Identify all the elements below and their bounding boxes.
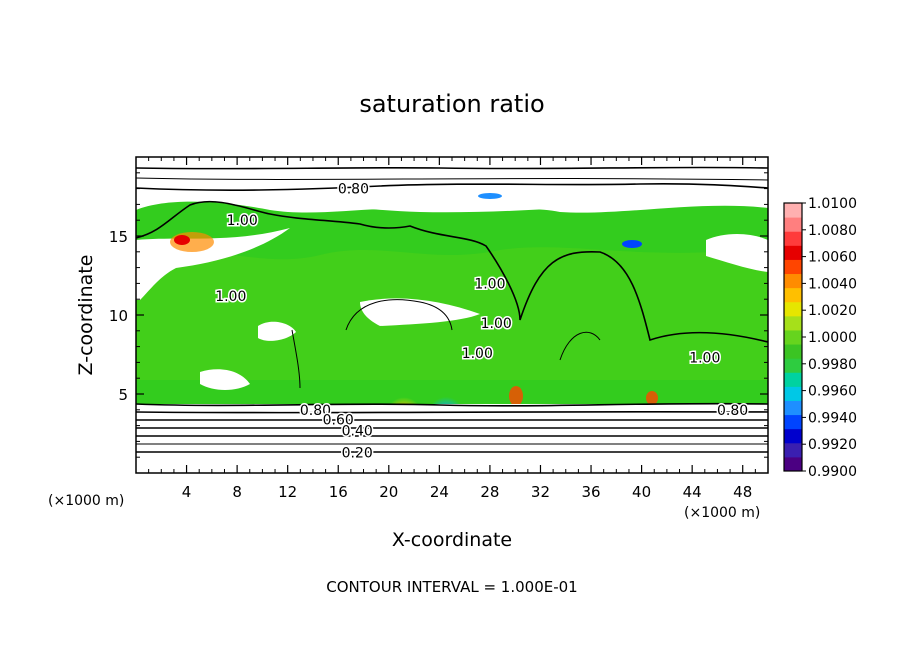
colorbar-tick-label: 1.0080 — [808, 223, 857, 239]
colorbar-swatch — [784, 217, 802, 232]
x-tick-label: 20 — [379, 483, 398, 501]
y-unit-label: (×1000 m) — [48, 493, 124, 509]
colorbar-swatch — [784, 428, 802, 444]
colorbar-tick-label: 1.0020 — [808, 303, 857, 319]
colorbar-swatch — [784, 372, 802, 387]
chart-title: saturation ratio — [359, 90, 544, 118]
colorbar-swatch — [784, 329, 802, 345]
contour-label: 0.20 — [342, 445, 373, 461]
heatmap-field: 0.801.001.001.001.00 1.001.000.800.600.40… — [136, 157, 768, 473]
colorbar-tick-label: 0.9960 — [808, 384, 857, 400]
contour-label: 1.00 — [227, 213, 258, 229]
x-tick-label: 16 — [329, 483, 348, 501]
colorbar-swatch — [784, 386, 802, 401]
y-tick-label: 10 — [109, 307, 128, 325]
contour-label: 1.00 — [474, 276, 505, 292]
x-tick-label: 40 — [632, 483, 651, 501]
x-tick-label: 32 — [531, 483, 550, 501]
colorbar-tick-label: 0.9920 — [808, 437, 857, 453]
y-tick-label: 5 — [118, 386, 128, 404]
contour-label: 1.00 — [689, 351, 720, 367]
x-tick-label: 44 — [683, 483, 702, 501]
colorbar-tick-label: 1.0100 — [808, 196, 857, 212]
contour-label: 1.00 — [462, 346, 493, 362]
colorbar-swatch — [784, 358, 802, 373]
colorbar-tick-label: 1.0000 — [808, 330, 857, 346]
colorbar-swatch — [784, 287, 802, 303]
x-tick-label: 48 — [733, 483, 752, 501]
contour-labels: 0.801.001.001.001.00 1.001.000.800.600.40… — [214, 180, 750, 463]
y-tick-label: 15 — [109, 228, 128, 246]
contour-interval-label: CONTOUR INTERVAL = 1.000E-01 — [326, 578, 577, 596]
contour-label: 0.80 — [717, 403, 748, 419]
x-axis-title: X-coordinate — [392, 529, 512, 551]
colorbar-swatch — [784, 344, 802, 359]
colorbar-swatch — [784, 315, 802, 331]
colorbar-swatch — [784, 400, 802, 416]
contour-label: 0.80 — [300, 403, 331, 419]
colorbar-tick-label: 0.9980 — [808, 357, 857, 373]
x-tick-label: 24 — [430, 483, 449, 501]
contour-label: 1.00 — [215, 289, 246, 305]
colorbar-swatch — [784, 442, 802, 458]
contour-label: 0.40 — [342, 423, 373, 439]
colorbar-tick-label: 1.0040 — [808, 276, 857, 292]
x-tick-label: 12 — [278, 483, 297, 501]
colorbar-swatch — [784, 259, 802, 275]
colorbar-swatch — [784, 414, 802, 430]
colorbar-swatch — [784, 245, 802, 260]
colorbar-swatch — [784, 231, 802, 246]
colorbar-swatch — [784, 301, 802, 317]
colorbar-tick-label: 1.0060 — [808, 250, 857, 266]
x-tick-label: 28 — [480, 483, 499, 501]
colorbar-tick-label: 0.9940 — [808, 410, 857, 426]
colorbar-swatch — [784, 273, 802, 289]
x-tick-label: 4 — [182, 483, 192, 501]
y-axis: 5 10 15 — [109, 172, 768, 458]
colorbar-swatch — [784, 456, 802, 472]
colorbar-tick-label: 0.9900 — [808, 464, 857, 480]
contour-label: 0.80 — [338, 182, 369, 198]
x-tick-label: 8 — [232, 483, 242, 501]
contour-label: 1.00 — [481, 316, 512, 332]
x-axis: 4 8 12 16 20 24 28 32 36 40 44 48 — [148, 157, 756, 501]
contour-label: 0.60 — [323, 412, 354, 428]
x-tick-label: 36 — [581, 483, 600, 501]
x-unit-label: (×1000 m) — [684, 505, 760, 521]
colorbar-swatch — [784, 203, 802, 218]
y-axis-title: Z-coordinate — [75, 255, 97, 376]
colorbar: 1.0100 1.0080 1.0060 1.0040 1.0020 1.0000 0.99… — [783, 196, 857, 480]
